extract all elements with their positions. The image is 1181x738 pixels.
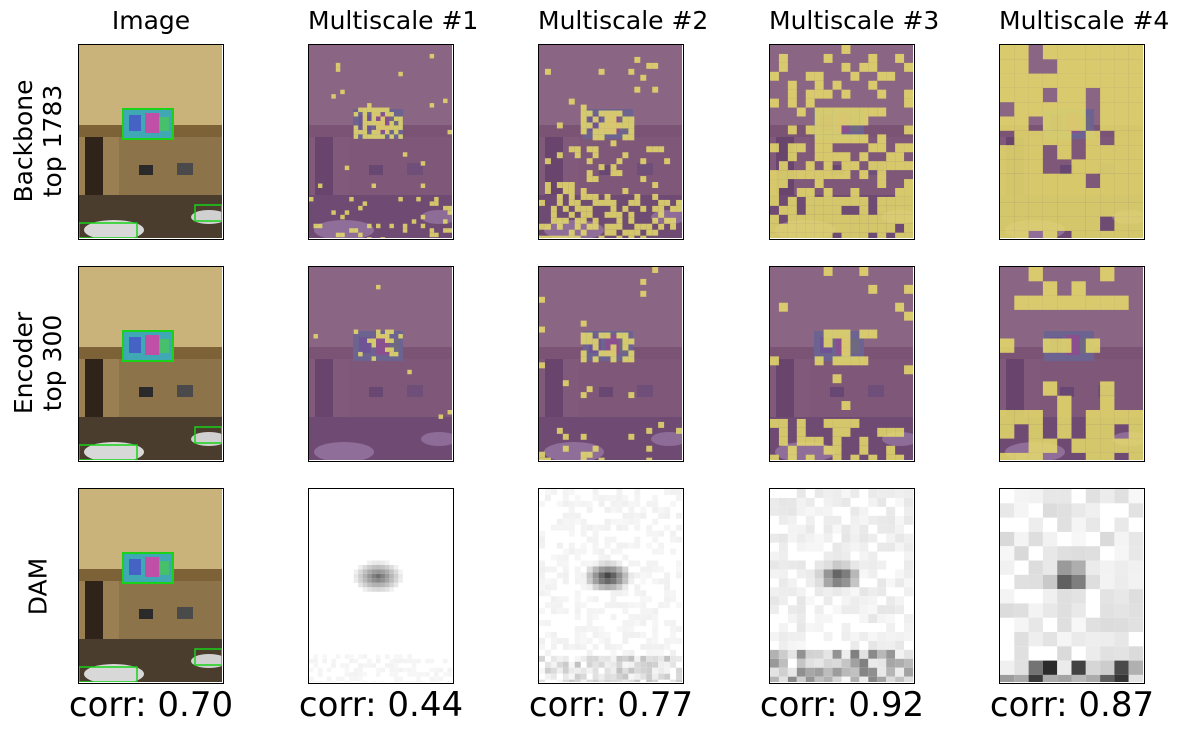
row-label-encoder: Encoder top 300 [9,311,67,415]
overlay-backbone-multiscale-3 [769,44,915,240]
dam-heatmap-multiscale-1 [308,488,454,684]
image-backbone [78,44,224,240]
overlay-encoder-multiscale-4 [999,266,1145,462]
corr-multiscale-2: corr: 0.77 [528,685,694,725]
overlay-encoder-multiscale-3 [769,266,915,462]
corr-multiscale-1: corr: 0.44 [298,685,464,725]
overlay-backbone-multiscale-1 [308,44,454,240]
overlay-encoder-multiscale-1 [308,266,454,462]
image-dam [78,488,224,684]
image-encoder [78,266,224,462]
column-title-multiscale-1: Multiscale #1 [308,6,479,35]
corr-image: corr: 0.70 [68,685,234,725]
dam-heatmap-multiscale-3 [769,488,915,684]
overlay-backbone-multiscale-2 [538,44,684,240]
row-label-backbone: Backbone top 1783 [9,79,67,203]
corr-multiscale-3: corr: 0.92 [759,685,925,725]
column-title-multiscale-3: Multiscale #3 [769,6,940,35]
overlay-backbone-multiscale-4 [999,44,1145,240]
dam-heatmap-multiscale-4 [999,488,1145,684]
row-label-dam: DAM [23,557,53,616]
column-title-multiscale-2: Multiscale #2 [538,6,709,35]
column-title-image: Image [111,6,191,35]
column-title-multiscale-4: Multiscale #4 [999,6,1170,35]
overlay-encoder-multiscale-2 [538,266,684,462]
corr-multiscale-4: corr: 0.87 [989,685,1155,725]
dam-heatmap-multiscale-2 [538,488,684,684]
